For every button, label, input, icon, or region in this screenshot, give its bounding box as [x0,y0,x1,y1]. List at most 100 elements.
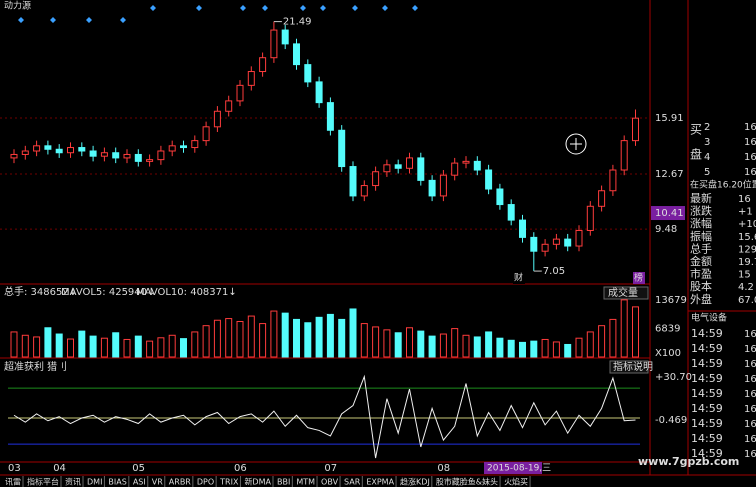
indicator-button[interactable] [609,360,649,374]
volume-bar [586,331,594,358]
marker-box [633,272,645,284]
y-tick-label: 15.91 [655,113,684,124]
candle-body [112,152,120,159]
candle-body [620,140,628,171]
volume-bar [112,332,120,358]
order-level: 4 [704,152,710,163]
candle-body [281,29,289,45]
order-level: 2 [704,122,710,133]
tab[interactable]: BIAS [108,478,126,487]
candle-body [180,145,187,149]
x-tick-label: 06 [234,463,247,474]
volume-bar [281,312,289,358]
candle-body [100,152,108,157]
candle-body [55,148,63,154]
volume-legend: 总手: 348652↓ [4,285,77,298]
tab[interactable]: VR [152,478,163,487]
tab[interactable]: ASI [133,478,146,487]
trade-time: 14:59 [691,372,723,385]
tab[interactable]: MTM [296,478,315,487]
stat-value: 15 [738,270,751,281]
tab[interactable]: SAR [344,478,361,487]
volume-bar [293,318,300,358]
trade-price: 16 [744,419,756,430]
tab[interactable]: 股市藏脸鱼&妹头 [436,477,498,487]
candle-body [360,185,368,197]
volume-bar [632,306,639,358]
candle-body [552,238,560,245]
stat-value: +1 [738,207,753,218]
volume-bar [67,338,74,358]
candle-body [89,150,97,157]
tab[interactable]: BBI [277,478,290,487]
volume-button[interactable] [603,286,649,300]
stat-label: 涨幅 [690,217,712,230]
volume-bar [259,323,267,358]
candle-body [519,219,526,238]
cursor-date-box [484,462,542,474]
tab[interactable]: 新DMA [244,477,271,487]
stat-label: 股本 [690,279,712,293]
candle-body [598,190,606,207]
tab[interactable]: 趋涨KDJ [400,477,430,487]
tab[interactable]: 火焰买 [504,477,528,487]
watermark: www.7gpzb.com [638,455,739,468]
stat-value: 19.7 [738,257,756,268]
stock-name: 动力源 [4,0,31,12]
candle-body [530,236,538,252]
candle-body [586,205,594,231]
stat-value: 15.6 [738,232,756,243]
marker: 财 [514,272,523,284]
volume-bar [123,338,131,358]
volume-bar [417,330,425,358]
volume-bar [338,318,346,358]
candle-body [383,164,391,173]
tab[interactable]: EXPMA [366,478,394,487]
trade-price: 16 [744,449,756,460]
volume-bar [473,336,481,358]
stat-label: 金额 [690,254,712,268]
trade-price: 16 [744,389,756,400]
stat-value: 16 [738,194,751,205]
tab[interactable]: DPO [197,478,214,487]
tab[interactable]: DMI [87,478,102,487]
tab[interactable]: 指标平台 [27,477,59,487]
volume-bar [428,335,436,358]
trade-price: 16 [744,344,756,355]
candle-body [247,71,255,86]
candle-body [10,153,18,159]
volume-legend: MAVOL5: 425940↓ [61,287,155,298]
trade-time: 14:59 [691,432,723,445]
volume-bar [372,326,380,358]
tab[interactable]: ARBR [169,478,192,487]
tab[interactable]: OBV [321,478,339,487]
sector: 电气设备 [691,312,727,324]
volume-bar [89,335,97,358]
candle-body [496,188,504,206]
candle-body [225,100,233,112]
volume-bar [33,336,41,358]
trade-price: 16 [744,329,756,340]
candle-body [632,117,639,142]
candle-body [236,84,244,102]
candle-body [564,238,572,247]
candle-body [123,153,131,159]
y-tick-label: 13679 [655,295,687,306]
tab[interactable]: TRIX [219,478,239,487]
tab[interactable]: 资讯 [65,477,81,487]
volume-bar [315,316,323,358]
volume-bar [100,337,108,358]
stat-label: 总手 [690,241,712,255]
tab[interactable]: 讯雷 [5,478,21,487]
volume-bar [180,338,187,358]
marker-box [513,272,525,284]
volume-bar [191,331,199,358]
indicator-title: 超准获利 猎刂 [4,360,67,373]
candle-body [134,153,142,162]
order-side: 盘 [690,147,702,162]
candle-body [485,169,493,190]
volume-button-label: 成交量 [608,286,638,299]
x-tick-label: 04 [53,463,66,474]
high-label: 21.49 [283,17,312,28]
